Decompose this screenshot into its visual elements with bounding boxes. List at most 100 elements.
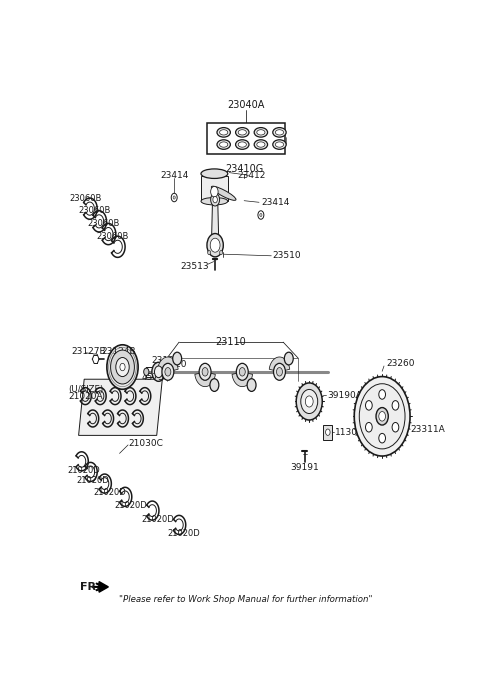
Ellipse shape — [236, 140, 249, 149]
Circle shape — [296, 383, 322, 420]
Ellipse shape — [201, 197, 228, 205]
Text: 21020D: 21020D — [168, 529, 201, 539]
Text: 23260: 23260 — [386, 359, 414, 368]
Text: 23412: 23412 — [238, 171, 266, 180]
Circle shape — [211, 186, 218, 197]
Text: 21020D: 21020D — [76, 476, 109, 486]
Text: 21020D: 21020D — [114, 502, 147, 510]
Polygon shape — [195, 372, 216, 387]
Circle shape — [376, 407, 388, 425]
Circle shape — [236, 363, 248, 380]
Circle shape — [202, 367, 208, 376]
Circle shape — [392, 400, 399, 410]
Text: 23120: 23120 — [158, 360, 187, 369]
FancyBboxPatch shape — [324, 424, 332, 440]
Circle shape — [325, 429, 330, 436]
Circle shape — [211, 193, 219, 206]
Circle shape — [301, 389, 318, 413]
Circle shape — [260, 213, 262, 217]
Text: 23131: 23131 — [152, 356, 180, 365]
Circle shape — [120, 363, 125, 371]
Circle shape — [110, 350, 134, 384]
Polygon shape — [99, 581, 108, 592]
Circle shape — [219, 250, 223, 255]
Text: 23410G: 23410G — [225, 164, 263, 175]
Text: FR.: FR. — [81, 582, 101, 592]
Circle shape — [365, 400, 372, 410]
Ellipse shape — [238, 142, 246, 147]
Text: 23127B: 23127B — [71, 347, 106, 356]
Text: 39191: 39191 — [290, 462, 319, 472]
Ellipse shape — [276, 130, 284, 135]
Circle shape — [144, 368, 149, 376]
FancyBboxPatch shape — [207, 123, 285, 153]
Ellipse shape — [276, 142, 284, 147]
Ellipse shape — [219, 142, 228, 147]
Text: 39190A: 39190A — [327, 391, 362, 400]
Text: 21020D: 21020D — [94, 488, 126, 497]
Circle shape — [207, 233, 223, 257]
Text: 23060B: 23060B — [79, 206, 111, 215]
Polygon shape — [157, 357, 178, 372]
Circle shape — [240, 367, 245, 376]
Text: 23414: 23414 — [261, 197, 289, 207]
Text: 23414: 23414 — [160, 171, 188, 180]
Text: 21030C: 21030C — [129, 440, 164, 449]
FancyBboxPatch shape — [201, 176, 228, 201]
Text: 23060B: 23060B — [96, 232, 129, 241]
Ellipse shape — [238, 130, 246, 135]
Text: 23124B: 23124B — [101, 347, 135, 356]
Circle shape — [274, 363, 286, 380]
Circle shape — [258, 211, 264, 219]
Ellipse shape — [257, 130, 265, 135]
Text: 23040A: 23040A — [228, 100, 264, 110]
Ellipse shape — [217, 127, 230, 137]
Ellipse shape — [236, 127, 249, 137]
Circle shape — [359, 384, 405, 449]
Text: 21020D: 21020D — [67, 466, 100, 475]
Text: 21020D: 21020D — [141, 515, 174, 524]
Text: 23060B: 23060B — [87, 219, 120, 228]
Text: 23060B: 23060B — [69, 193, 102, 202]
Circle shape — [392, 422, 399, 432]
Circle shape — [208, 250, 211, 255]
Circle shape — [284, 352, 293, 365]
Circle shape — [165, 367, 171, 376]
Circle shape — [199, 363, 211, 380]
Circle shape — [107, 345, 138, 389]
Ellipse shape — [217, 140, 230, 149]
Circle shape — [379, 433, 385, 443]
Polygon shape — [79, 379, 162, 436]
Circle shape — [173, 196, 175, 199]
Circle shape — [365, 422, 372, 432]
Circle shape — [379, 411, 385, 421]
Polygon shape — [269, 357, 290, 372]
Circle shape — [152, 363, 165, 381]
Text: 23311A: 23311A — [410, 425, 445, 434]
Text: "Please refer to Work Shop Manual for further information": "Please refer to Work Shop Manual for fu… — [119, 594, 373, 603]
Circle shape — [155, 366, 163, 378]
Ellipse shape — [254, 127, 267, 137]
Circle shape — [276, 367, 282, 376]
Circle shape — [247, 378, 256, 391]
Ellipse shape — [257, 142, 265, 147]
Circle shape — [210, 238, 220, 252]
Polygon shape — [211, 200, 219, 245]
Ellipse shape — [219, 130, 228, 135]
Ellipse shape — [211, 186, 236, 200]
Circle shape — [305, 396, 313, 407]
Ellipse shape — [201, 169, 228, 178]
Circle shape — [210, 378, 219, 391]
Ellipse shape — [273, 140, 286, 149]
Circle shape — [116, 358, 129, 376]
Text: 23110: 23110 — [216, 337, 247, 347]
Text: (U/SIZE): (U/SIZE) — [68, 385, 103, 394]
Circle shape — [354, 376, 410, 456]
Text: 11304B: 11304B — [335, 428, 369, 437]
Ellipse shape — [254, 140, 267, 149]
Circle shape — [171, 193, 177, 202]
Circle shape — [162, 363, 174, 380]
Text: 23510: 23510 — [273, 251, 301, 260]
Polygon shape — [232, 372, 252, 387]
Circle shape — [213, 197, 217, 203]
